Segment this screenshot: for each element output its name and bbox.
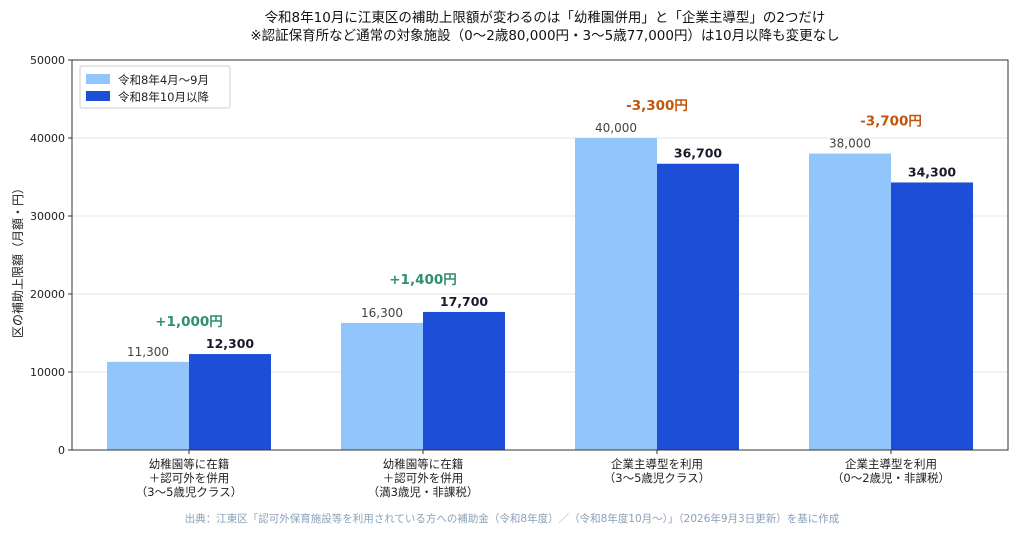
x-tick-label: 企業主導型を利用 <box>611 457 703 471</box>
bar-after <box>657 163 739 451</box>
bar-value-label: 34,300 <box>908 164 957 179</box>
x-tick-label: ＋認可外を併用 <box>149 471 230 485</box>
bar-value-label: 17,700 <box>440 294 489 309</box>
data-labels: 11,300 12,300 +1,000円 16,300 17,700 +1,400円 40… <box>127 98 956 359</box>
legend-label: 令和8年10月以降 <box>118 90 209 104</box>
bar-before <box>341 322 423 450</box>
bar-before <box>575 138 657 450</box>
change-label: -3,300円 <box>626 98 688 114</box>
source-note: 出典：江東区「認可外保育施設等を利用されている方への補助金（令和8年度）／（令和… <box>185 512 840 525</box>
x-tick-label: （満3歳児・非課税） <box>368 485 479 499</box>
x-tick-label: ＋認可外を併用 <box>383 471 464 485</box>
bar-after <box>891 182 973 450</box>
x-tick-label: （3〜5歳児クラス） <box>604 471 710 485</box>
bar-value-label: 11,300 <box>127 345 169 359</box>
bar-value-label: 38,000 <box>829 137 871 151</box>
bars <box>107 138 973 451</box>
legend-label: 令和8年4月〜9月 <box>118 73 209 87</box>
chart-subtitle: ※認証保育所など通常の対象施設（0〜2歳80,000円・3〜5歳77,000円）… <box>250 27 839 44</box>
chart-title: 令和8年10月に江東区の補助上限額が変わるのは「幼稚園併用」と「企業主導型」の2… <box>265 9 826 26</box>
legend-swatch <box>86 91 110 101</box>
legend-box <box>79 65 231 109</box>
y-tick-label: 0 <box>58 444 65 457</box>
x-tick-label: 企業主導型を利用 <box>845 457 937 471</box>
bar-before <box>107 361 189 450</box>
y-tick-label: 20000 <box>30 288 65 301</box>
y-tick-label: 40000 <box>30 132 65 145</box>
y-tick-label: 10000 <box>30 366 65 379</box>
bar-value-label: 16,300 <box>361 306 403 320</box>
change-label: +1,400円 <box>389 272 457 288</box>
bar-value-label: 12,300 <box>206 336 255 351</box>
x-tick-label: （3〜5歳児クラス） <box>136 485 242 499</box>
bar-value-label: 40,000 <box>595 121 637 135</box>
x-tick-label: 幼稚園等に在籍 <box>383 457 464 471</box>
legend-swatch <box>86 74 110 84</box>
plot-frame <box>71 59 1009 451</box>
axes: 01000020000300004000050000幼稚園等に在籍＋認可外を併用… <box>30 54 1009 499</box>
y-axis-label: 区の補助上限額（月額・円） <box>11 182 25 338</box>
bar-before <box>809 153 891 450</box>
bar-after <box>423 311 505 450</box>
change-label: -3,700円 <box>860 114 922 130</box>
x-tick-label: （0〜2歳児・非課税） <box>832 471 950 485</box>
y-tick-label: 50000 <box>30 54 65 67</box>
bar-value-label: 36,700 <box>674 146 723 161</box>
y-tick-label: 30000 <box>30 210 65 223</box>
change-label: +1,000円 <box>155 314 223 330</box>
bar-after <box>189 354 271 450</box>
x-tick-label: 幼稚園等に在籍 <box>149 457 230 471</box>
